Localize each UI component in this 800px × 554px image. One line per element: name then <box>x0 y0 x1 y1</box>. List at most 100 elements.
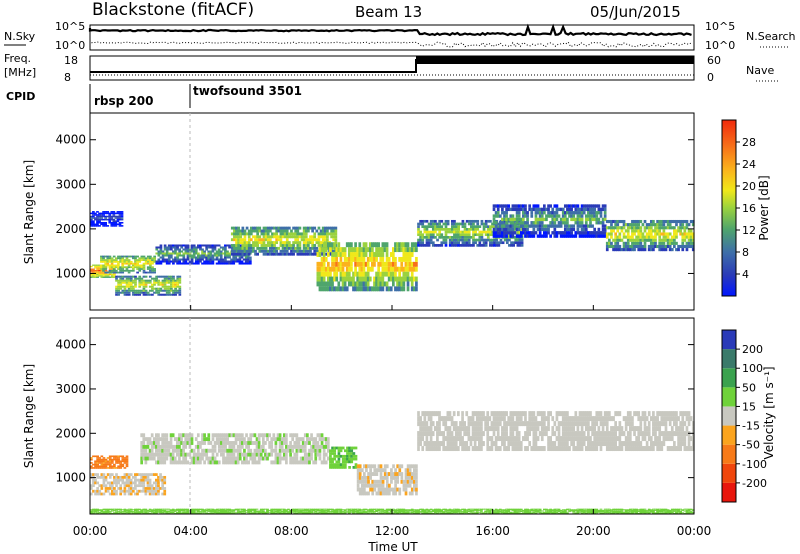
velocity-echo-cell <box>670 436 674 442</box>
velocity-echo-cell <box>641 446 645 452</box>
power-echo-cell <box>402 266 406 272</box>
velocity-echo-cell <box>205 452 209 457</box>
power-echo-cell <box>453 236 456 239</box>
power-echo-cell <box>217 262 221 265</box>
velocity-echo-cell <box>100 509 104 511</box>
power-echo-cell <box>555 204 559 208</box>
power-echo-cell <box>167 262 171 265</box>
velocity-echo-cell <box>335 463 339 466</box>
power-echo-cell <box>501 204 504 208</box>
velocity-echo-cell <box>589 446 592 452</box>
power-echo-cell <box>182 248 186 251</box>
velocity-echo-cell <box>348 465 351 469</box>
velocity-echo-cell <box>587 416 590 422</box>
velocity-echo-cell <box>461 411 464 417</box>
power-echo-cell <box>132 285 135 288</box>
power-echo-cell <box>298 244 302 247</box>
power-echo-cell <box>114 212 118 215</box>
power-echo-cell <box>238 258 242 261</box>
velocity-echo-cell <box>115 455 118 458</box>
power-echo-cell <box>266 235 270 239</box>
power-echo-cell <box>236 258 240 261</box>
velocity-echo-cell <box>503 446 506 452</box>
power-echo-cell <box>540 217 544 222</box>
power-echo-cell <box>566 217 569 222</box>
velocity-echo-cell <box>620 446 624 452</box>
velocity-echo-cell <box>138 473 141 476</box>
velocity-echo-cell <box>123 511 127 513</box>
velocity-echo-cell <box>626 421 630 427</box>
power-echo-cell <box>277 246 281 250</box>
velocity-echo-cell <box>125 455 129 458</box>
velocity-echo-cell <box>633 431 636 437</box>
power-echo-cell <box>174 285 177 288</box>
velocity-echo-cell <box>161 478 165 482</box>
velocity-echo-cell <box>90 473 93 476</box>
power-echo-cell <box>266 241 270 245</box>
power-echo-cell <box>300 249 304 253</box>
power-echo-cell <box>587 231 590 235</box>
power-echo-cell <box>563 214 567 218</box>
power-echo-cell <box>262 232 266 236</box>
power-echo-cell <box>321 229 325 233</box>
power-echo-cell <box>578 211 582 215</box>
power-echo-cell <box>610 244 613 249</box>
power-echo-cell <box>559 234 563 238</box>
power-echo-cell <box>427 222 431 226</box>
power-echo-cell <box>205 246 209 249</box>
velocity-echo-cell <box>144 475 148 479</box>
power-echo-cell <box>309 252 312 256</box>
velocity-echo-cell <box>350 449 354 453</box>
power-echo-cell <box>480 230 484 234</box>
power-echo-cell <box>180 250 184 253</box>
power-echo-cell <box>115 291 118 294</box>
velocity-echo-cell <box>125 481 129 485</box>
power-echo-cell <box>201 252 204 255</box>
velocity-echo-cell <box>146 475 150 479</box>
velocity-echo-cell <box>106 508 110 510</box>
power-echo-cell <box>117 262 120 265</box>
power-echo-cell <box>507 227 511 232</box>
velocity-echo-cell <box>580 416 584 422</box>
power-echo-cell <box>421 222 425 226</box>
velocity-echo-cell <box>561 441 565 447</box>
power-echo-cell <box>233 232 236 236</box>
power-echo-cell <box>643 226 647 230</box>
velocity-echo-cell <box>429 436 433 442</box>
velocity-echo-cell <box>442 436 446 442</box>
velocity-echo-cell <box>555 436 559 442</box>
power-echo-cell <box>637 232 641 236</box>
power-echo-cell <box>679 232 683 236</box>
power-echo-cell <box>664 232 668 236</box>
velocity-echo-cell <box>115 508 118 510</box>
power-echo-cell <box>570 227 573 232</box>
velocity-echo-cell <box>125 489 129 493</box>
power-echo-cell <box>322 286 326 292</box>
velocity-echo-cell <box>96 475 99 479</box>
power-echo-cell <box>142 275 146 278</box>
velocity-echo-cell <box>647 426 651 432</box>
power-echo-cell <box>153 269 157 272</box>
velocity-echo-cell <box>316 452 320 457</box>
velocity-echo-cell <box>587 436 590 442</box>
velocity-echo-cell <box>664 426 668 432</box>
power-echo-cell <box>100 268 103 270</box>
velocity-echo-cell <box>580 441 584 447</box>
power-echo-cell <box>335 271 339 277</box>
velocity-echo-cell <box>247 460 250 465</box>
velocity-echo-cell <box>217 441 221 445</box>
velocity-echo-cell <box>142 473 146 476</box>
velocity-echo-cell <box>322 444 326 449</box>
power-echo-cell <box>429 233 433 237</box>
power-echo-cell <box>373 281 376 287</box>
velocity-echo-cell <box>417 441 420 447</box>
velocity-echo-cell <box>123 475 127 479</box>
velocity-echo-cell <box>249 448 253 453</box>
velocity-echo-cell <box>589 426 592 432</box>
velocity-echo-cell <box>150 489 154 493</box>
power-echo-cell <box>501 207 504 212</box>
velocity-echo-cell <box>144 456 148 461</box>
velocity-echo-cell <box>526 421 529 427</box>
power-echo-cell <box>455 236 458 239</box>
velocity-echo-cell <box>115 473 118 476</box>
